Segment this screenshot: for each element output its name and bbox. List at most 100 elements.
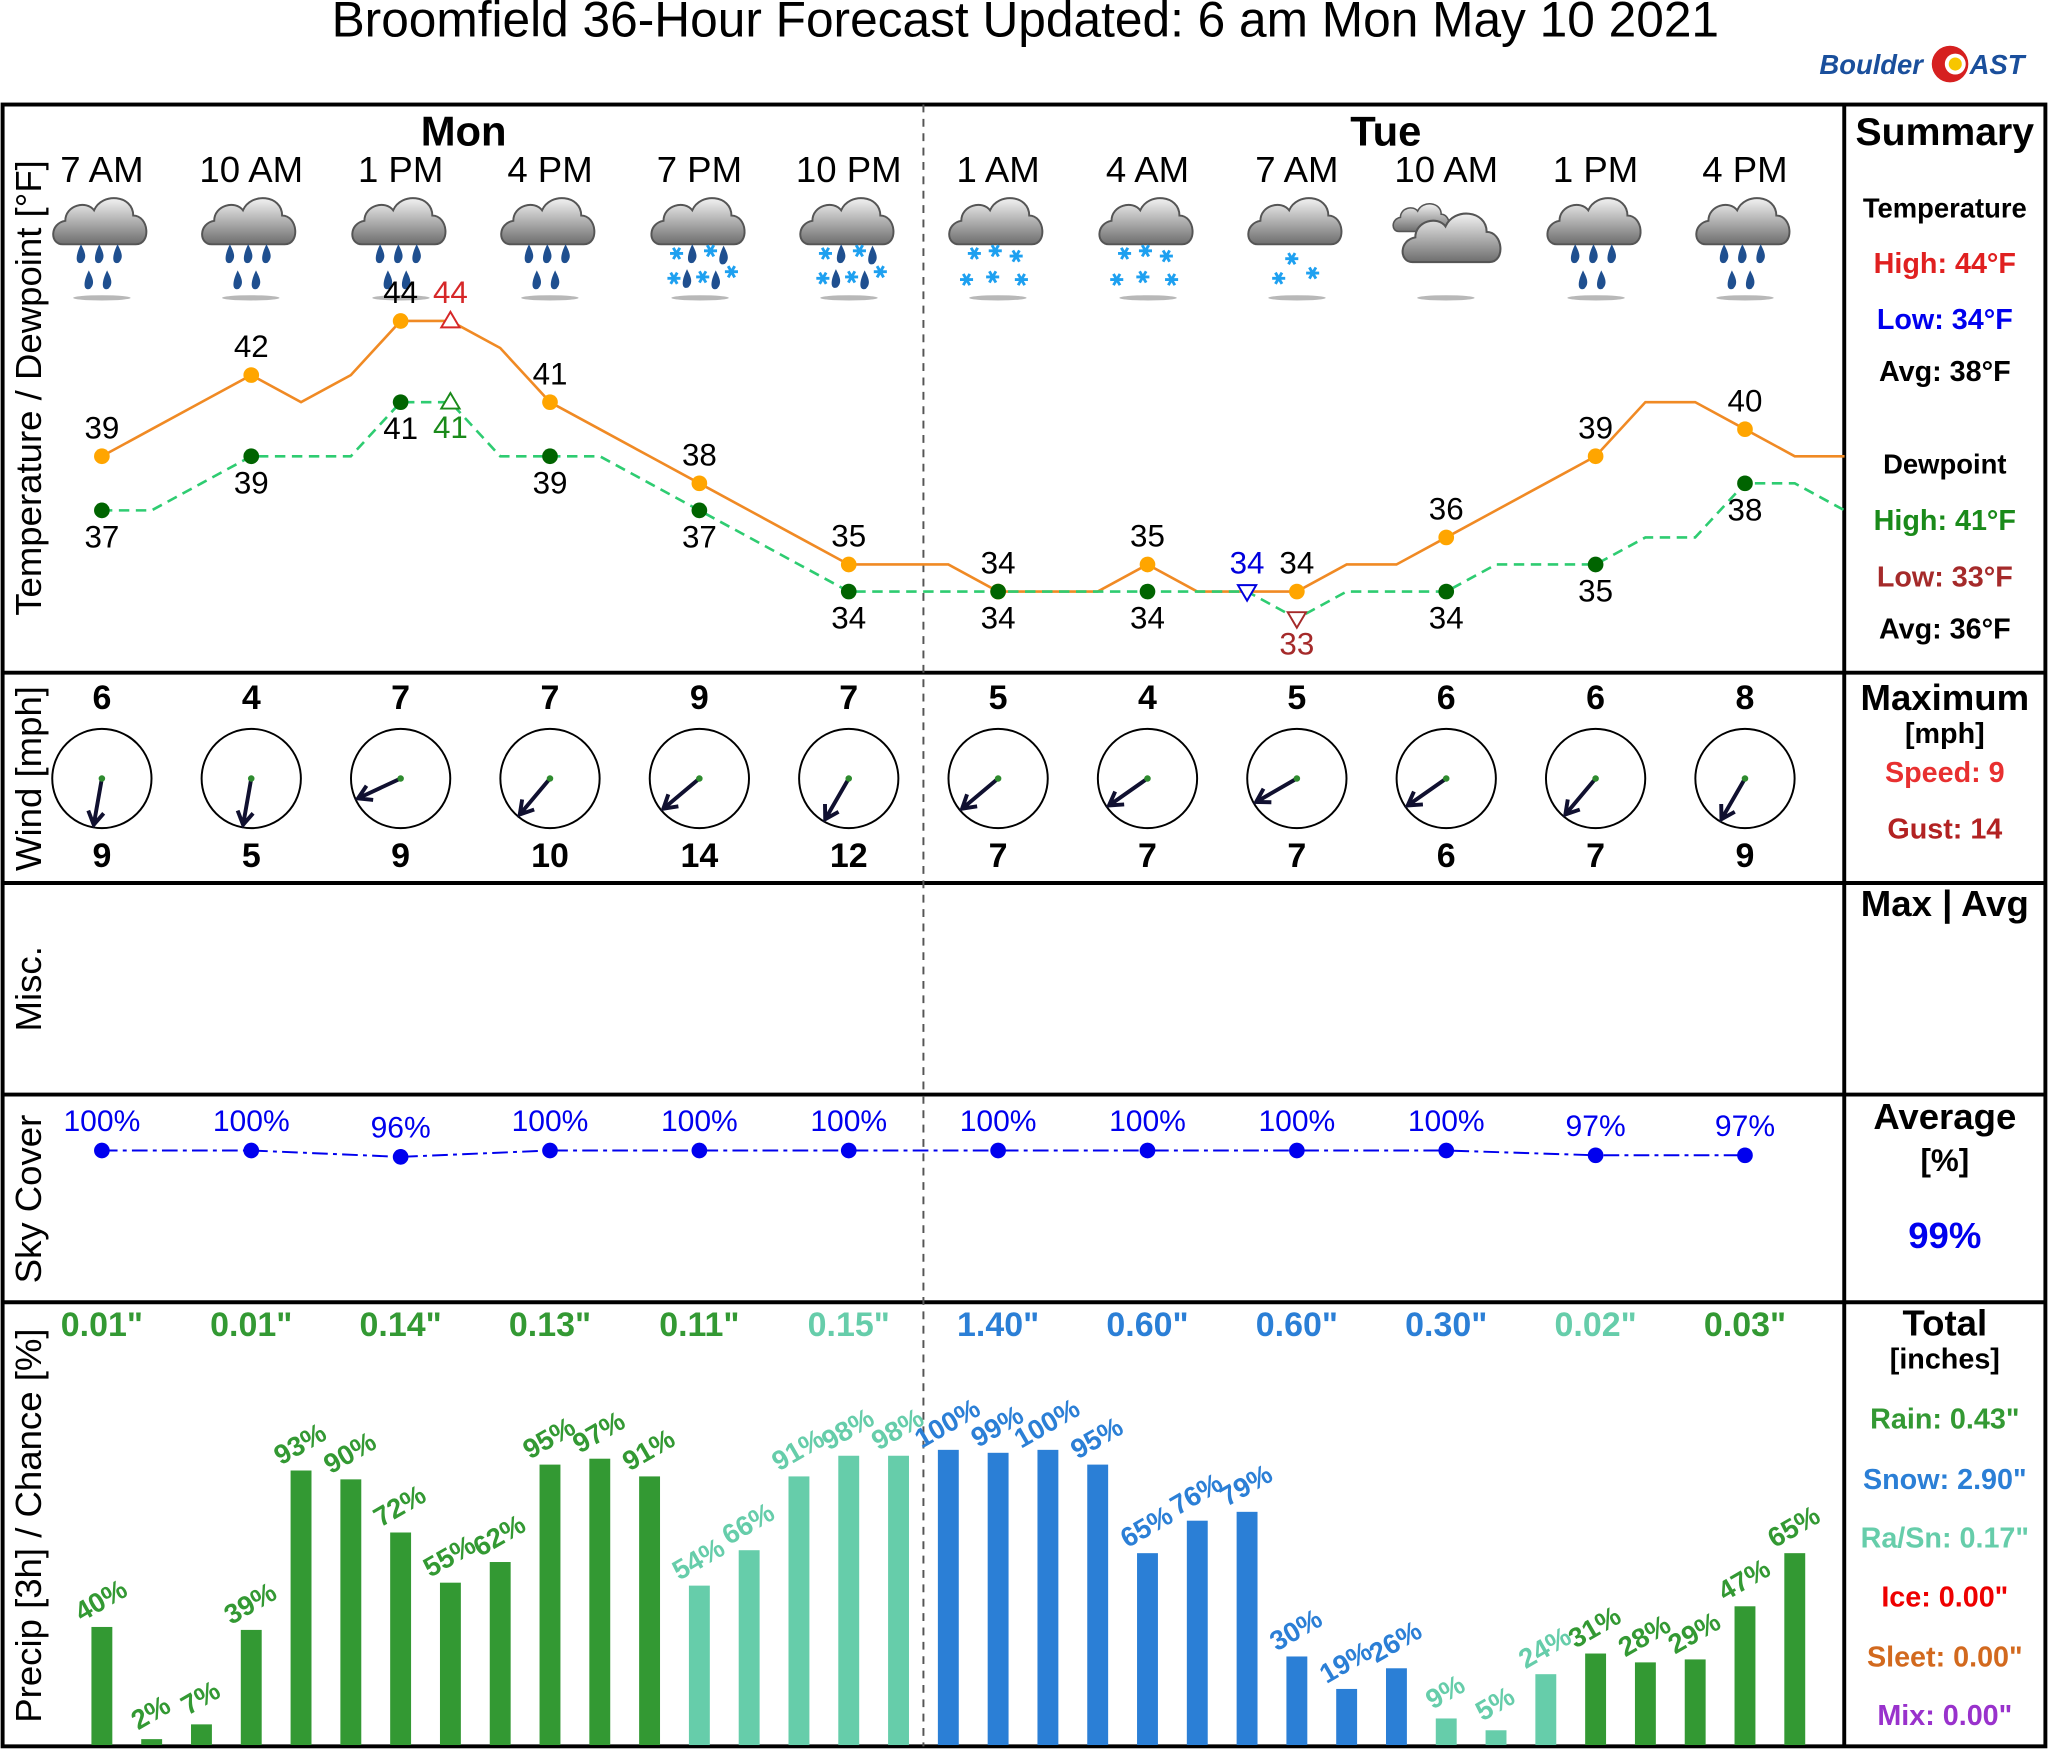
wind-dial xyxy=(648,727,750,830)
point xyxy=(1289,583,1305,600)
extreme-marker xyxy=(439,391,462,410)
chance-label: 79% xyxy=(1214,1458,1277,1512)
time-label: 10 PM xyxy=(796,149,902,190)
time-label: 1 PM xyxy=(358,149,443,190)
sky-label: 100% xyxy=(810,1105,887,1138)
wind-speed: 4 xyxy=(242,679,261,717)
wind-gust: 7 xyxy=(1138,837,1157,875)
wind-arrow xyxy=(86,778,106,829)
point-label: 35 xyxy=(1578,573,1613,608)
summary-text: Low: 33°F xyxy=(1877,561,2013,593)
sky-point xyxy=(1587,1147,1604,1164)
point xyxy=(1737,421,1753,438)
chance-bar xyxy=(1137,1553,1158,1746)
sky-point xyxy=(392,1149,409,1165)
wind-speed: 6 xyxy=(1586,679,1605,717)
wind-center xyxy=(546,775,554,782)
extreme-marker xyxy=(1286,611,1308,630)
chance-bar xyxy=(1784,1553,1806,1746)
chance-label: 29% xyxy=(1663,1606,1726,1660)
wind-dial xyxy=(1246,727,1348,830)
time-label: 7 AM xyxy=(60,149,143,190)
time-label: 4 PM xyxy=(1702,149,1787,190)
wind-arrow xyxy=(1719,777,1747,823)
chance-label: 47% xyxy=(1712,1552,1775,1606)
sky-label: 97% xyxy=(1566,1110,1626,1143)
point-label: 42 xyxy=(234,329,269,364)
point-label: 38 xyxy=(1728,492,1763,527)
precip-amount: 0.01" xyxy=(210,1306,292,1344)
point xyxy=(691,475,708,492)
sky-point xyxy=(1737,1147,1753,1164)
time-label: 1 PM xyxy=(1553,149,1638,190)
wind-center xyxy=(1741,775,1749,782)
point xyxy=(691,502,708,519)
chance-bar xyxy=(1385,1668,1407,1746)
point-label: 37 xyxy=(682,519,717,554)
chance-bar xyxy=(290,1470,312,1746)
sky-point xyxy=(1139,1142,1156,1159)
wind-gust: 7 xyxy=(1586,837,1605,875)
point-label: 37 xyxy=(84,519,119,554)
point-label: 38 xyxy=(682,437,717,472)
day-label: Mon xyxy=(421,108,507,155)
chance-label: 5% xyxy=(1470,1680,1520,1727)
wind-gust: 9 xyxy=(1736,837,1755,875)
precip-amount: 0.60" xyxy=(1256,1306,1338,1344)
point-label: 40 xyxy=(1728,383,1763,418)
wind-gust: 12 xyxy=(830,837,868,875)
chance-bar xyxy=(838,1455,860,1746)
wind-speed: 7 xyxy=(541,679,560,717)
point xyxy=(1587,556,1604,573)
chance-label: 65% xyxy=(1762,1499,1825,1553)
summary-text: [%] xyxy=(1920,1143,1969,1178)
summary-text: Sleet: 0.00" xyxy=(1867,1641,2023,1673)
point xyxy=(392,394,409,410)
point xyxy=(392,313,409,329)
chance-bar xyxy=(1634,1662,1656,1746)
weather-icon xyxy=(202,198,295,300)
wind-gust: 10 xyxy=(531,837,569,875)
chance-label: 54% xyxy=(667,1532,730,1586)
point xyxy=(542,394,558,410)
precip-amount: 0.30" xyxy=(1405,1306,1487,1344)
wind-arrow xyxy=(1105,776,1149,808)
point xyxy=(243,367,260,383)
sky-point xyxy=(691,1142,708,1159)
point xyxy=(990,583,1006,600)
wind-dial xyxy=(51,727,153,830)
sky-label: 100% xyxy=(1109,1105,1186,1138)
sky-line xyxy=(101,1149,1745,1158)
wind-arrow xyxy=(823,777,851,823)
wind-speed: 5 xyxy=(1287,679,1306,717)
wind-speed: 5 xyxy=(989,679,1008,717)
sky-point xyxy=(243,1142,260,1159)
summary-text: Low: 34°F xyxy=(1877,304,2013,336)
chance-bar xyxy=(191,1724,212,1746)
sky-label: 100% xyxy=(661,1105,738,1138)
sky-label: 100% xyxy=(960,1105,1037,1138)
y-axis-labels: Temperature / Dewpoint [°F] Wind [mph] M… xyxy=(8,160,49,1723)
wind-center xyxy=(696,775,703,782)
wind-center xyxy=(994,775,1002,782)
chance-bar xyxy=(937,1449,959,1746)
sky-point xyxy=(840,1142,857,1159)
point xyxy=(1438,583,1455,600)
point-label: 44 xyxy=(383,275,418,310)
precip-amount: 0.13" xyxy=(509,1306,591,1344)
point-label: 35 xyxy=(831,519,866,554)
summary-text: [inches] xyxy=(1890,1344,2000,1376)
y-axis-label: Wind [mph] xyxy=(8,686,49,871)
summary-text: High: 44°F xyxy=(1874,248,2016,280)
logo: Boulder AST xyxy=(1819,45,2027,83)
time-label: 4 AM xyxy=(1106,149,1189,190)
wind-dial xyxy=(1395,727,1497,830)
point xyxy=(542,448,558,465)
wind-center xyxy=(1442,775,1450,782)
chance-label: 2% xyxy=(126,1689,176,1736)
chance-label: 72% xyxy=(368,1479,431,1533)
sky-label: 100% xyxy=(1408,1105,1485,1138)
summary-text: Avg: 38°F xyxy=(1879,356,2011,388)
sky-point xyxy=(990,1142,1006,1159)
chance-bar xyxy=(91,1626,113,1746)
